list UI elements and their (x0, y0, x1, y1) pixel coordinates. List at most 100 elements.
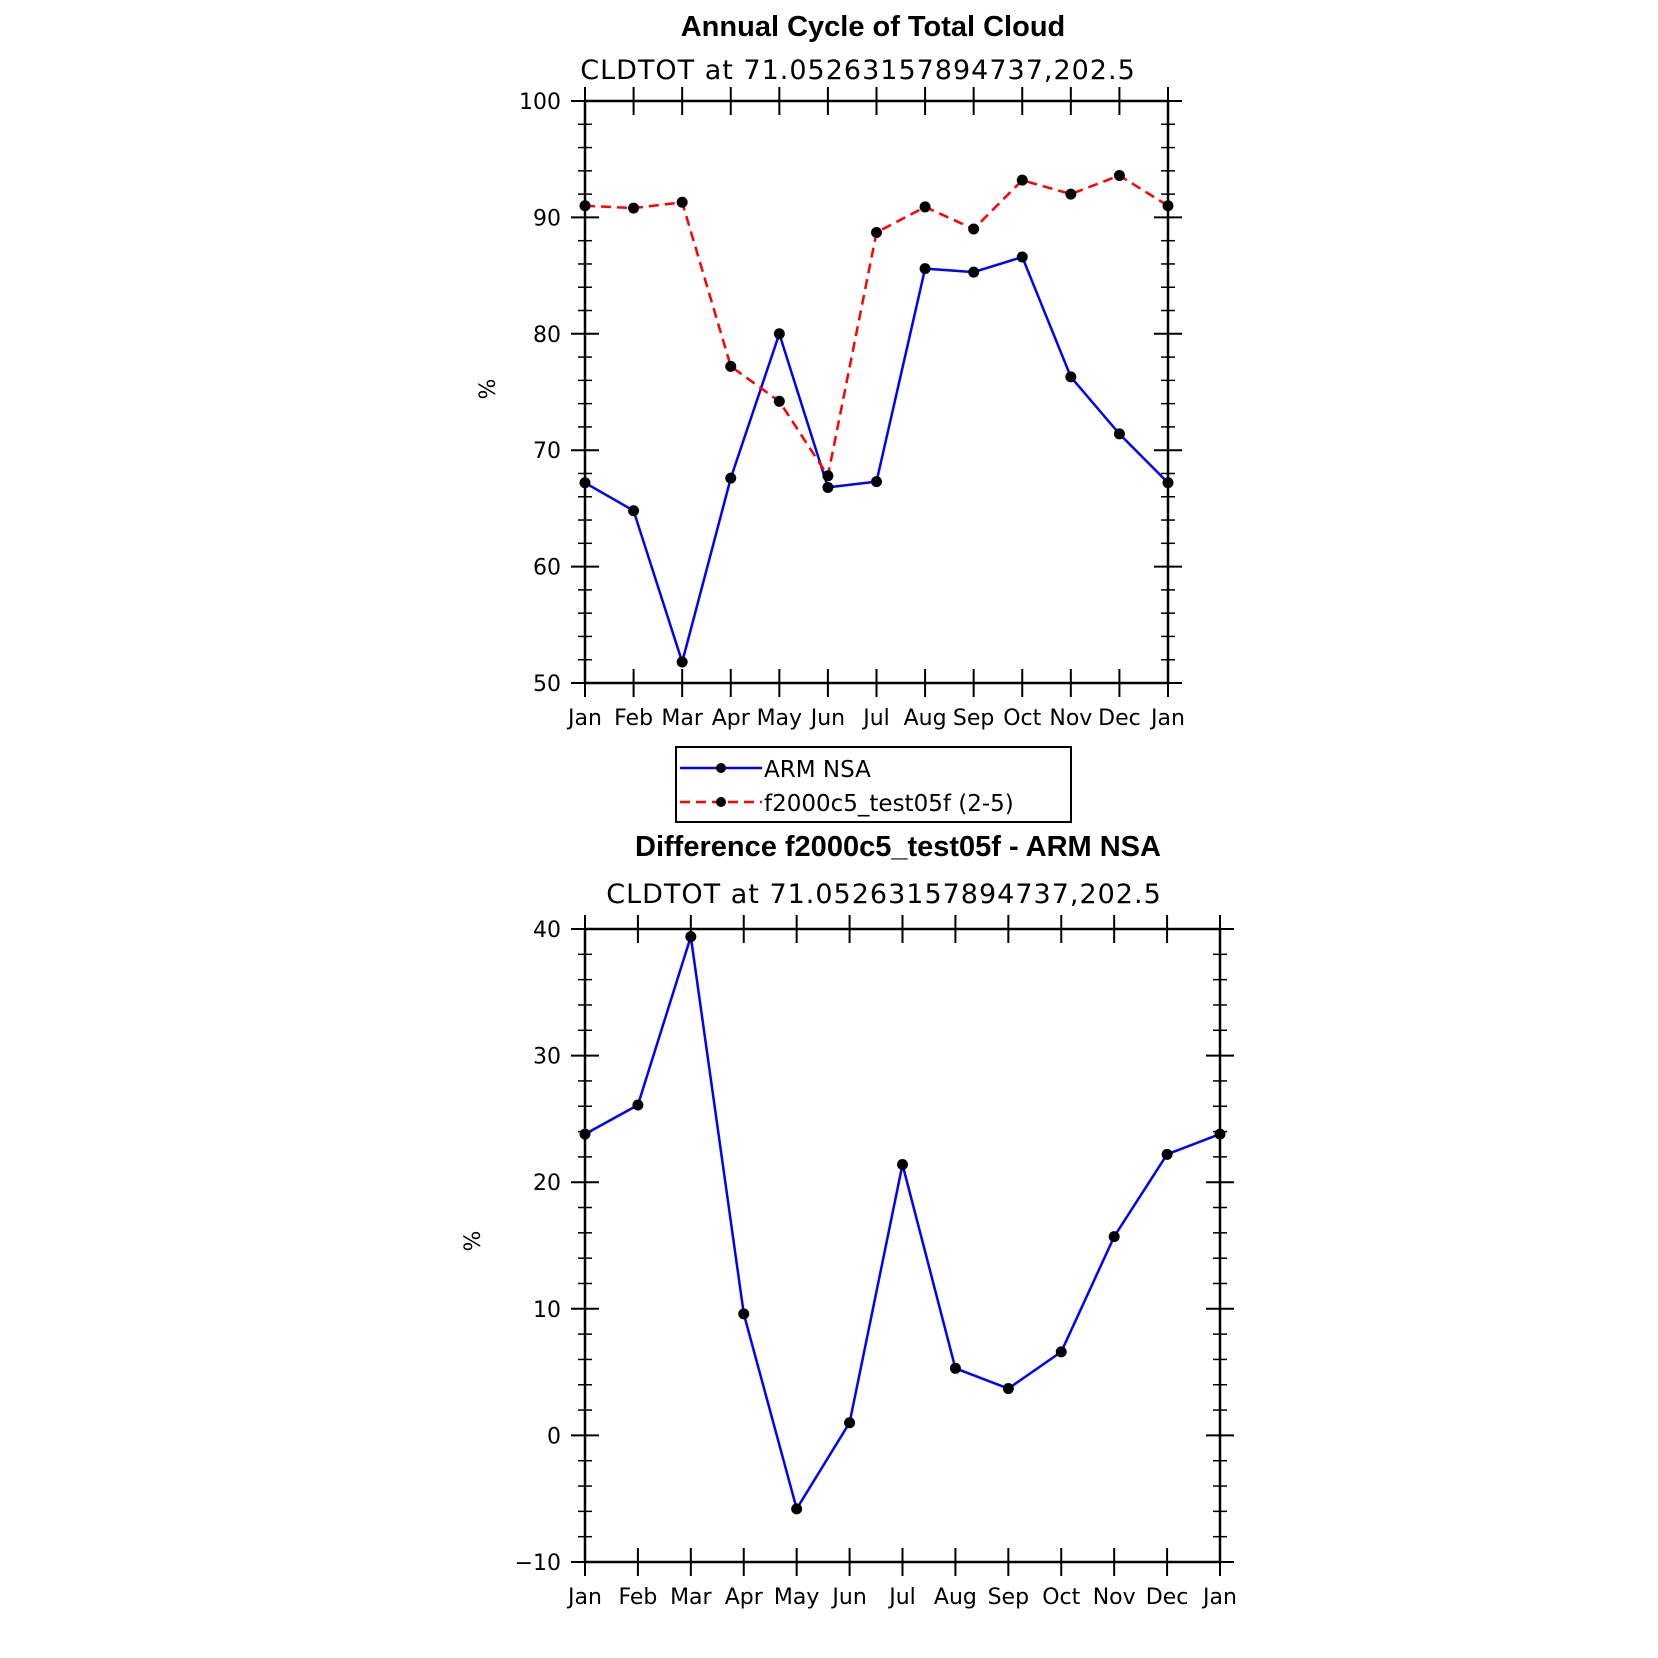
chart-1-series-0-point (919, 263, 931, 275)
chart-1-y-tick-label: 60 (533, 556, 561, 581)
chart-1-plot-area: 50 60 70 80 90 100 Jan Feb Mar Apr May Jun Jul Aug Sep… (519, 87, 1185, 731)
chart-1-x-tick-label: May (757, 706, 802, 731)
chart-panel-1: Annual Cycle of Total Cloud CLDTOT at 71… (476, 11, 1185, 731)
chart-2-y-tick-label: 20 (533, 1171, 561, 1196)
chart-1-series-0-point (773, 328, 785, 340)
chart-1-series-0-point (1162, 477, 1174, 489)
chart-1-series-0-point (822, 481, 834, 493)
legend-marker-arm-nsa (716, 763, 726, 773)
chart-1-series-1-line (584, 174, 1169, 480)
chart-1-series-1-point (676, 196, 688, 208)
chart-2-x-tick-label: Jul (887, 1585, 916, 1610)
chart-2-series-0-point (685, 931, 697, 943)
chart-1-series-0-point (628, 505, 640, 517)
chart-1-x-tick-label: Oct (1003, 706, 1041, 731)
chart-2-y-tick-label: 10 (533, 1298, 561, 1323)
chart-2-series-0-point (579, 1128, 591, 1140)
chart-1-series-1-point (773, 395, 785, 407)
chart-1-x-tick-label: Nov (1049, 706, 1092, 731)
chart-1-x-tick-label: Jul (861, 706, 890, 731)
chart-1-frame (583, 99, 1170, 685)
chart-2-title: Difference f2000c5_test05f - ARM NSA (635, 831, 1161, 863)
chart-2-series-0-point (1002, 1383, 1014, 1395)
chart-2-series-0-point (844, 1417, 856, 1429)
chart-2-series-0-point (632, 1099, 644, 1111)
chart-1-series-1-point (919, 201, 931, 213)
chart-1-series-1-point (871, 227, 882, 239)
chart-2-x-tick-label: Nov (1093, 1585, 1136, 1610)
chart-2-series-0-point (897, 1158, 908, 1170)
chart-2-series-0-point (1108, 1231, 1120, 1243)
chart-1-x-tick-label: Feb (614, 706, 653, 731)
chart-1-x-tick-label: Dec (1098, 706, 1141, 731)
legend-label-f2000c5: f2000c5_test05f (2-5) (764, 791, 1014, 817)
chart-1-y-axis-label: % (476, 379, 501, 400)
chart-1-series-0-point (725, 472, 737, 484)
chart-1-x-tick-label: Jan (1149, 706, 1185, 731)
chart-1-y-tick-label: 50 (533, 672, 561, 697)
chart-2-x-tick-label: Sep (988, 1585, 1029, 1610)
chart-2-series-0-line (584, 936, 1221, 1512)
chart-2-series-0-point (1214, 1128, 1226, 1140)
chart-2-x-tick-label: Apr (725, 1585, 764, 1610)
chart-2-frame (583, 927, 1222, 1564)
chart-1-y-tick-label: 90 (533, 206, 561, 231)
chart-1-x-tick-label: Apr (712, 706, 751, 731)
chart-2-series-0-point (1055, 1346, 1067, 1358)
legend-box (675, 746, 1072, 823)
chart-panel-2: Difference f2000c5_test05f - ARM NSA CLD… (461, 831, 1237, 1610)
chart-1-series-1-point (628, 202, 640, 214)
chart-1-x-tick-label: Jan (566, 706, 602, 731)
chart-2-x-tick-label: May (774, 1585, 819, 1610)
chart-2-x-tick-label: Feb (618, 1585, 657, 1610)
legend-label-arm-nsa: ARM NSA (764, 757, 871, 783)
chart-1-series-0-point (579, 477, 591, 489)
chart-2-x-tick-label: Jan (1201, 1585, 1237, 1610)
chart-1-series-0-line (584, 255, 1169, 667)
chart-2-x-tick-label: Oct (1042, 1585, 1080, 1610)
chart-1-series-1-point (579, 200, 591, 212)
chart-1-x-tick-label: Mar (661, 706, 703, 731)
chart-1-series-0-point (1016, 251, 1028, 263)
chart-1-series-0-point (968, 266, 980, 278)
chart-1-x-tick-label: Jun (809, 706, 845, 731)
chart-1-series-1-point (822, 470, 834, 482)
chart-1-y-tick-label: 100 (519, 90, 561, 115)
chart-1-series-0-point (1113, 428, 1125, 440)
chart-1-x-tick-label: Aug (904, 706, 947, 731)
chart-1-x-tick-label: Sep (953, 706, 994, 731)
chart-1-series-1-point (1162, 200, 1174, 212)
chart-1-title: Annual Cycle of Total Cloud (681, 11, 1066, 43)
chart-2-series-0-point (791, 1503, 803, 1515)
chart-1-series-1-point (1016, 174, 1028, 186)
chart-1-series-0-point (871, 476, 882, 488)
chart-2-y-axis-label: % (461, 1231, 486, 1252)
chart-2-series-0-point (1161, 1148, 1173, 1160)
chart-1-subtitle: CLDTOT at 71.05263157894737,202.5 (580, 55, 1136, 86)
chart-2-subtitle: CLDTOT at 71.05263157894737,202.5 (606, 879, 1162, 910)
chart-2-series-0-point (949, 1362, 961, 1374)
chart-2-y-tick-label: −10 (515, 1551, 561, 1576)
chart-1-y-tick-label: 80 (533, 323, 561, 348)
chart-1-series-1-point (1113, 169, 1125, 181)
chart-1-series-1-point (1065, 188, 1077, 200)
chart-2-x-tick-label: Jan (566, 1585, 602, 1610)
chart-2-x-tick-label: Jun (830, 1585, 866, 1610)
chart-2-x-tick-label: Mar (670, 1585, 712, 1610)
chart-2-plot-area: −10 0 10 20 30 40 Jan Feb Mar Apr May Jun Jul Aug Sep O… (515, 915, 1237, 1610)
legend-marker-f2000c5 (716, 797, 726, 807)
legend-entry-arm-nsa: ARM NSA (680, 757, 871, 783)
chart-1-series-1-point (968, 223, 980, 235)
chart-2-x-tick-label: Aug (934, 1585, 977, 1610)
chart-1-series-1-point (725, 360, 737, 372)
legend: ARM NSA f2000c5_test05f (2-5) (675, 746, 1072, 823)
chart-2-y-tick-label: 30 (533, 1045, 561, 1070)
chart-1-y-tick-label: 70 (533, 439, 561, 464)
chart-1-series-0-point (1065, 371, 1077, 383)
chart-2-series-0-point (738, 1308, 750, 1320)
chart-1-series-0-point (676, 656, 688, 668)
chart-2-y-tick-label: 40 (533, 918, 561, 943)
chart-2-x-tick-label: Dec (1146, 1585, 1189, 1610)
chart-2-y-tick-label: 0 (547, 1424, 561, 1449)
